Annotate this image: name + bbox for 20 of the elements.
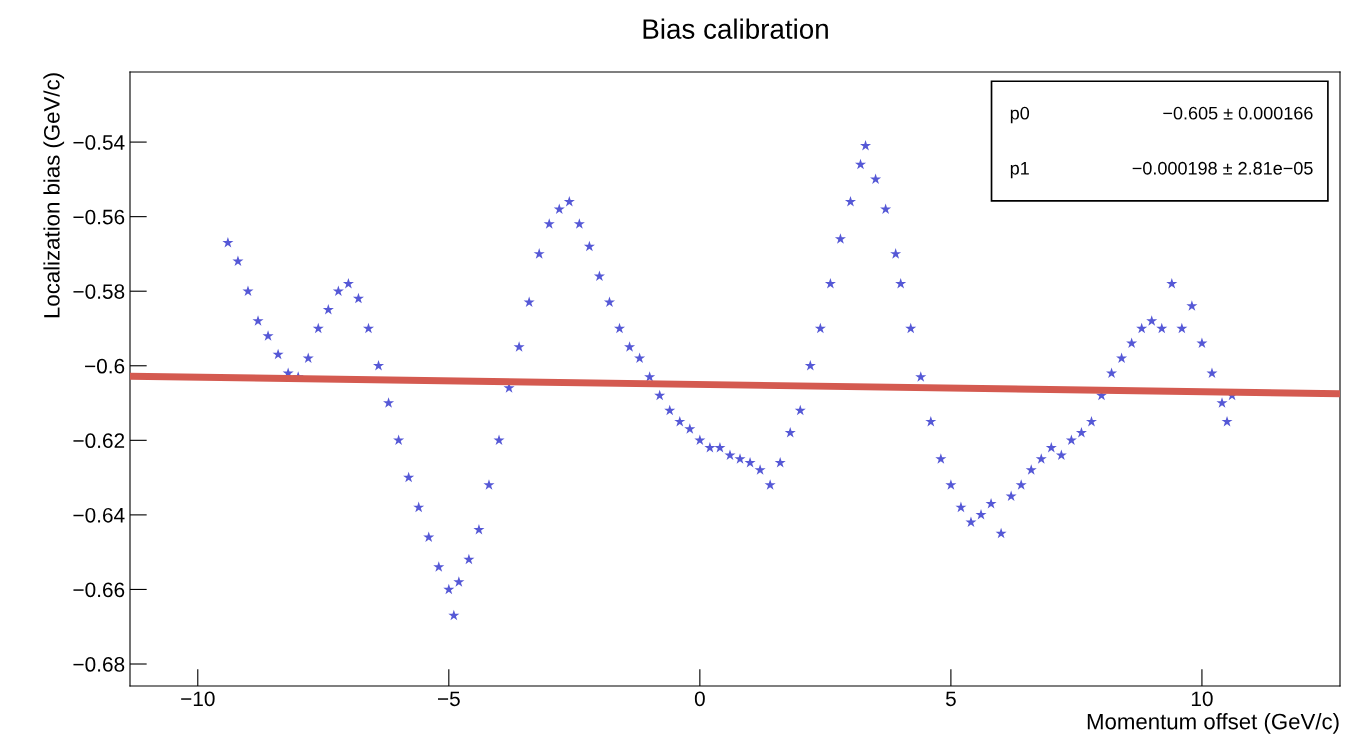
y-tick-label: −0.58 xyxy=(73,284,125,299)
chart-title: Bias calibration xyxy=(643,18,828,39)
x-tick-label: −10 xyxy=(181,691,215,707)
x-tick-label: 0 xyxy=(694,691,705,707)
x-tick-label: −5 xyxy=(437,691,460,707)
x-tick-label: 10 xyxy=(1191,691,1213,707)
y-tick-label: −0.64 xyxy=(73,507,125,523)
y-tick-label: −0.68 xyxy=(73,657,125,672)
annotation: p0 xyxy=(1010,106,1030,124)
y-tick-label: −0.54 xyxy=(73,135,125,150)
y-tick-label: −0.66 xyxy=(73,582,125,598)
y-tick-label: −0.62 xyxy=(73,433,125,449)
x-tick-label: 5 xyxy=(945,691,956,707)
annotation: −0.605 ± 0.000166 xyxy=(1163,106,1313,120)
y-tick-label: −0.56 xyxy=(73,209,125,225)
annotation: p1 xyxy=(1010,162,1029,179)
y-axis-title: Localization bias (GeV/c) xyxy=(43,73,65,318)
y-tick-label: −0.6 xyxy=(85,358,125,374)
annotation: −0.000198 ± 2.81e−05 xyxy=(1132,161,1313,175)
x-axis-title: Momentum offset (GeV/c) xyxy=(1087,713,1339,734)
